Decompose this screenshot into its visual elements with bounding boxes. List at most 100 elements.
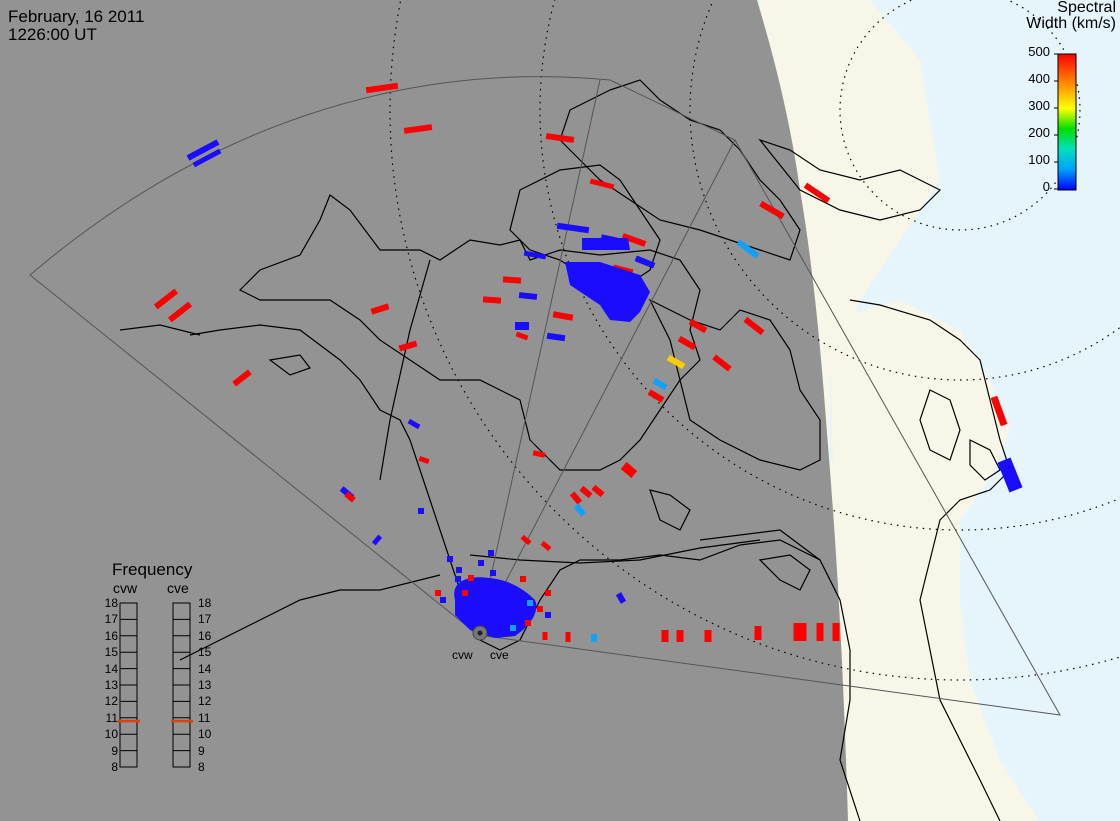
echo-cell xyxy=(591,634,597,642)
frequency-tick-label: 13 xyxy=(198,678,212,692)
echo-cell xyxy=(478,560,484,566)
echo-cell xyxy=(344,491,356,503)
echo-cell xyxy=(418,508,424,514)
echo-cell xyxy=(546,332,566,342)
echo-cell xyxy=(565,632,571,642)
echo-cell xyxy=(990,395,1008,427)
frequency-tick-label: 11 xyxy=(105,710,118,725)
frequency-tick-label: 17 xyxy=(104,612,118,627)
echo-cell xyxy=(712,354,732,372)
frequency-tick-label: 12 xyxy=(198,694,212,709)
echo-cell xyxy=(153,288,179,310)
echo-cell xyxy=(515,592,521,598)
radar-fov xyxy=(29,76,1061,716)
date-label: February, 16 2011 xyxy=(8,7,145,26)
echo-cell xyxy=(398,340,418,352)
echo-cell xyxy=(647,389,665,403)
frequency-radar-label-cvw: cvw xyxy=(113,580,138,596)
frequency-tick-label: 15 xyxy=(104,645,118,660)
echo-cell xyxy=(621,233,647,247)
echo-cell xyxy=(518,292,538,300)
radar-label-cve: cve xyxy=(490,648,509,662)
frequency-tick-label: 17 xyxy=(198,612,212,627)
echo-cell xyxy=(192,148,222,168)
frequency-title: Frequency xyxy=(112,560,193,579)
echo-cluster xyxy=(565,262,650,322)
echo-cell xyxy=(589,178,615,190)
colorbar-title-line2: Width (km/s) xyxy=(1026,15,1116,32)
echo-cell xyxy=(462,590,468,596)
colorbar-title-line1: Spectral xyxy=(1057,0,1116,16)
latitude-grid xyxy=(389,0,1120,681)
echo-cell xyxy=(482,296,502,304)
echo-cell xyxy=(676,630,684,642)
echo-cell xyxy=(520,576,526,582)
frequency-tick-label: 18 xyxy=(198,596,212,610)
frequency-tick-label: 9 xyxy=(198,743,205,758)
echo-cell xyxy=(652,377,668,391)
echo-cell xyxy=(502,276,522,284)
colorbar-title: Spectral Width (km/s) xyxy=(996,0,1116,32)
frequency-tick-label: 16 xyxy=(198,628,212,643)
echo-cell xyxy=(545,590,551,596)
colorbar-tick-label: 300 xyxy=(1028,98,1050,113)
frequency-tick-label: 10 xyxy=(104,727,118,742)
frequency-tick-label: 14 xyxy=(198,661,212,676)
echo-cell xyxy=(997,457,1023,493)
echo-cell xyxy=(186,139,220,161)
echo-cell xyxy=(620,462,638,478)
frequency-tick-label: 8 xyxy=(111,760,118,774)
echo-cell xyxy=(447,556,453,562)
echo-cell xyxy=(832,623,840,641)
echo-cell xyxy=(476,582,482,588)
night-region xyxy=(0,0,848,821)
echo-cell xyxy=(591,484,605,498)
echo-cell xyxy=(537,606,543,612)
greenland-day xyxy=(760,0,940,190)
colorbar xyxy=(1057,53,1077,191)
echo-cell xyxy=(490,570,496,576)
echo-cell xyxy=(803,182,831,204)
colorbar-ticks xyxy=(1054,53,1058,190)
echo-cell xyxy=(545,133,575,143)
echo-cell xyxy=(510,625,516,631)
echo-cell xyxy=(167,301,193,323)
colorbar-tick-label: 200 xyxy=(1028,125,1050,140)
echo-cell xyxy=(468,575,474,581)
frequency-tick-label: 14 xyxy=(104,661,118,676)
echo-cell xyxy=(677,335,697,351)
political-borders xyxy=(379,259,761,564)
frequency-tick-label: 16 xyxy=(104,628,118,643)
echo-cell xyxy=(403,124,433,134)
echo-cell xyxy=(365,82,399,94)
frequency-tick-label: 11 xyxy=(198,710,211,725)
frequency-tick-label: 9 xyxy=(111,743,118,758)
echo-cell xyxy=(545,612,551,618)
echo-cell xyxy=(523,250,547,260)
echo-cell xyxy=(407,418,421,430)
echo-cell xyxy=(754,626,762,640)
echo-cell xyxy=(470,600,476,606)
echo-cell xyxy=(615,592,627,604)
echo-cell xyxy=(532,450,546,458)
frequency-tick-label: 18 xyxy=(104,596,118,610)
echo-cell xyxy=(488,550,494,556)
echo-cell xyxy=(542,632,548,640)
echo-cell xyxy=(688,318,708,334)
frequency-tick-label: 10 xyxy=(198,727,212,742)
echo-cell xyxy=(440,597,446,603)
echo-layer xyxy=(153,82,1023,642)
echo-cell xyxy=(435,590,441,596)
coastlines xyxy=(119,79,1011,821)
echo-cell xyxy=(455,576,461,582)
echo-cell xyxy=(515,331,529,341)
colorbar-tick-label: 500 xyxy=(1028,44,1050,59)
echo-cell xyxy=(736,239,760,259)
echo-cell xyxy=(793,623,807,641)
echo-cell xyxy=(502,585,508,591)
echo-cell xyxy=(569,491,583,505)
colorbar-tick-label: 100 xyxy=(1028,152,1050,167)
radar-label-cvw: cvw xyxy=(452,648,473,662)
echo-cell xyxy=(552,311,574,321)
colorbar-tick-label: 0 xyxy=(1042,179,1050,194)
